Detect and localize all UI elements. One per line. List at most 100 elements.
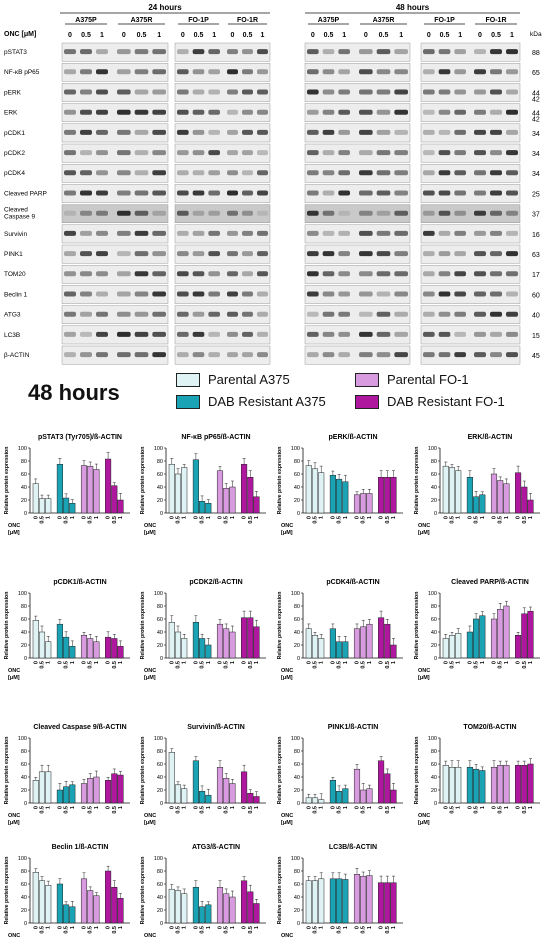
x-tick-label: 0 [193,661,199,664]
onc-axis-label: ONC [144,933,156,938]
blot-band [376,109,391,115]
bar [247,617,254,659]
blot-band [192,352,205,358]
kda-value: 37 [532,212,540,219]
chart-title: Cleaved PARP/ß-ACTIN [451,579,529,586]
x-tick-label: 0.5 [474,806,480,814]
x-tick-label: 0 [492,806,498,809]
blot-membrane [304,123,411,143]
blot-band [376,291,391,297]
x-tick-label: 1 [46,806,52,809]
protein-label: Cleaved PARP [4,190,47,197]
blot-band [177,251,189,257]
blot-band [454,331,466,337]
group-label: A375R [131,17,153,24]
blot-band [80,69,92,75]
x-tick-label: 0 [467,516,473,519]
y-tick-label: 0 [24,656,27,662]
bar-chart: Cleaved Caspase 9/ß-ACTIN Relative protei… [4,724,130,826]
blot-band [307,291,319,297]
bar [241,880,248,924]
bar [45,885,52,924]
bar [442,638,449,659]
blot-band [423,150,435,156]
blot-band [338,331,350,337]
x-tick-label: 0.5 [450,516,456,524]
bar [527,499,534,514]
bar-chart: Cleaved PARP/ß-ACTIN Relative protein exp… [414,579,540,681]
bar [448,467,456,514]
x-tick-label: 0.5 [474,516,480,524]
blot-membrane [304,224,411,244]
bar [56,464,63,514]
y-tick-label: 40 [21,775,27,781]
blot-band [506,311,518,317]
bar [168,622,175,659]
x-tick-label: 0 [57,806,63,809]
blot-band [192,251,205,257]
blot-band [257,49,268,55]
bar [111,887,118,924]
blot-band [117,251,131,257]
blot-band [208,331,220,337]
blot-band [117,109,131,115]
blot-band [117,331,131,337]
blot-band [376,170,391,176]
x-tick-label: 1 [528,516,534,519]
blot-band [257,251,268,257]
x-tick-label: 0.5 [176,661,182,669]
x-tick-label: 0 [379,661,385,664]
protein-label: Beclin 1 [4,291,28,298]
kda-value: 60 [532,292,540,299]
x-tick-label: 0.5 [337,661,343,669]
bar [105,458,112,514]
blot-band [134,271,149,277]
x-tick-label: 0 [379,926,385,929]
dose-label: 0.5 [137,32,147,39]
x-tick-label: 0 [355,661,361,664]
x-tick-label: 0.5 [522,516,528,524]
x-tick-label: 1 [504,806,510,809]
protein-label: NF-κB pP65 [4,69,40,76]
bar [353,494,361,514]
protein-label: pSTAT3 [4,49,27,56]
legend-item-resistant-a375: DAB Resistant A375 [176,394,326,409]
x-tick-label: 1 [70,926,76,929]
bar [521,486,528,514]
blot-band [80,291,92,297]
y-tick-label: 80 [21,749,27,755]
x-tick-label: 0 [193,516,199,519]
blot-membrane [61,204,169,224]
blot-band [96,230,108,236]
blot-band [307,89,319,95]
blot-membrane [304,285,411,304]
bar [192,760,199,804]
x-tick-label: 0 [306,516,312,519]
x-tick-label: 0 [218,516,224,519]
bar [247,891,254,924]
bar [378,477,385,514]
bar [515,472,522,514]
blot-band [134,352,149,358]
bar [216,767,224,804]
x-tick-label: 0.5 [176,926,182,934]
y-tick-label: 0 [297,921,300,927]
bar [56,789,63,804]
x-tick-label: 1 [319,661,325,664]
y-tick-label: 40 [294,895,300,901]
y-tick-label: 100 [291,591,300,597]
y-tick-label: 100 [18,591,27,597]
blot-band [227,89,238,95]
blot-band [208,291,220,297]
blot-band [227,311,238,317]
y-tick-label: 0 [24,511,27,517]
unit-axis-label: [μM] [418,530,430,536]
x-tick-label: 0.5 [200,516,206,524]
chart-title: LC3B/ß-ACTIN [329,844,377,851]
bar [390,882,397,924]
x-tick-label: 0.5 [64,516,70,524]
blot-band [394,251,408,257]
blot-band [208,230,220,236]
blot-band [257,129,268,135]
onc-label: ONC [μM] [4,31,36,38]
